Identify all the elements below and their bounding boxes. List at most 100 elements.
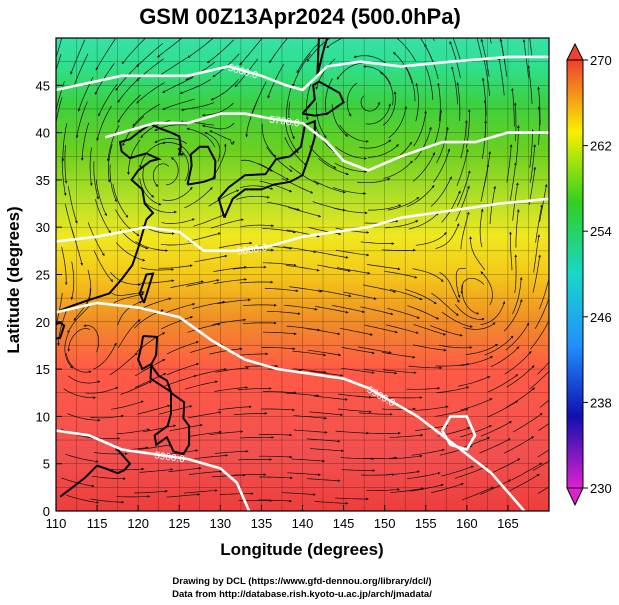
streamline — [308, 226, 342, 236]
streamline — [529, 370, 549, 390]
streamline — [538, 423, 549, 431]
streamline — [157, 38, 183, 58]
streamline — [202, 102, 234, 117]
streamline — [217, 298, 251, 305]
streamline — [363, 65, 392, 85]
y-tick-label: 15 — [36, 362, 50, 377]
streamline — [209, 430, 244, 436]
streamline — [291, 458, 326, 463]
streamline — [483, 99, 487, 139]
streamline — [465, 343, 499, 355]
streamline — [317, 264, 351, 273]
streamline — [506, 144, 513, 183]
streamline — [177, 148, 189, 182]
streamline — [219, 492, 254, 496]
streamline — [338, 408, 372, 414]
streamline — [387, 197, 420, 211]
height-contour — [104, 112, 549, 172]
streamline — [437, 82, 441, 122]
streamline — [460, 398, 493, 411]
streamline — [187, 322, 221, 333]
streamline — [107, 144, 113, 183]
streamline — [134, 373, 167, 388]
streamline — [415, 232, 447, 246]
streamline — [241, 159, 273, 172]
x-tick-label: 115 — [87, 516, 108, 531]
colorbar-scale — [566, 59, 584, 489]
streamline — [109, 352, 138, 376]
streamline — [214, 386, 249, 392]
coastline — [217, 119, 316, 219]
x-tick-label: 135 — [251, 516, 273, 531]
streamline — [346, 82, 358, 117]
credit-line-2: Data from http://database.rish.kyoto-u.a… — [172, 589, 432, 600]
streamline — [336, 62, 366, 80]
streamline — [339, 124, 369, 143]
streamline — [162, 98, 195, 110]
streamline — [413, 324, 447, 336]
streamline — [164, 449, 199, 456]
streamline — [215, 366, 250, 373]
streamline — [188, 411, 222, 419]
streamline — [159, 405, 193, 415]
streamline — [140, 267, 175, 271]
streamline — [353, 55, 386, 64]
streamline — [240, 224, 275, 228]
streamline — [331, 304, 365, 313]
streamline — [263, 262, 297, 267]
streamline — [456, 170, 471, 207]
streamline — [362, 284, 397, 293]
streamline — [293, 429, 328, 434]
streamline — [436, 126, 449, 164]
streamline — [187, 38, 214, 58]
streamline — [484, 335, 514, 356]
streamline — [405, 289, 437, 305]
streamline — [457, 375, 491, 387]
streamline — [360, 95, 381, 112]
streamline — [318, 158, 349, 176]
streamline — [530, 144, 537, 183]
streamline — [244, 364, 279, 368]
streamline — [379, 71, 394, 106]
streamline — [381, 248, 416, 252]
streamline — [208, 189, 240, 207]
colorbar-tick-label: 238 — [590, 395, 612, 410]
streamline — [117, 301, 143, 326]
streamline — [522, 39, 529, 78]
streamline — [72, 53, 89, 89]
streamline — [515, 209, 520, 248]
x-tick-label: 120 — [127, 516, 149, 531]
streamline — [127, 139, 141, 175]
streamline — [476, 38, 483, 59]
streamline — [288, 286, 323, 293]
streamline — [70, 39, 86, 75]
streamline — [184, 489, 218, 494]
streamline — [289, 165, 320, 185]
colorbar-tick-label: 230 — [590, 481, 612, 496]
streamline — [306, 438, 341, 443]
streamline — [309, 411, 344, 417]
streamline — [388, 454, 423, 460]
streamline — [89, 147, 93, 187]
streamline — [460, 211, 470, 250]
height-contour — [56, 197, 549, 253]
streamline — [415, 82, 419, 122]
streamline — [136, 82, 165, 104]
streamline — [64, 145, 68, 184]
streamline — [186, 127, 216, 148]
contour-label: 5800.0 — [236, 242, 268, 257]
streamline — [214, 449, 249, 454]
y-tick-label: 40 — [36, 126, 50, 141]
colorbar-tick-label: 270 — [590, 53, 612, 68]
streamline — [136, 43, 164, 68]
streamline — [509, 473, 540, 492]
streamline — [505, 387, 536, 408]
streamline — [56, 97, 63, 125]
streamline — [430, 176, 452, 207]
coastlines — [56, 38, 345, 511]
streamline — [56, 38, 63, 60]
streamline — [70, 261, 75, 300]
streamline — [505, 322, 530, 351]
streamline — [296, 43, 319, 74]
